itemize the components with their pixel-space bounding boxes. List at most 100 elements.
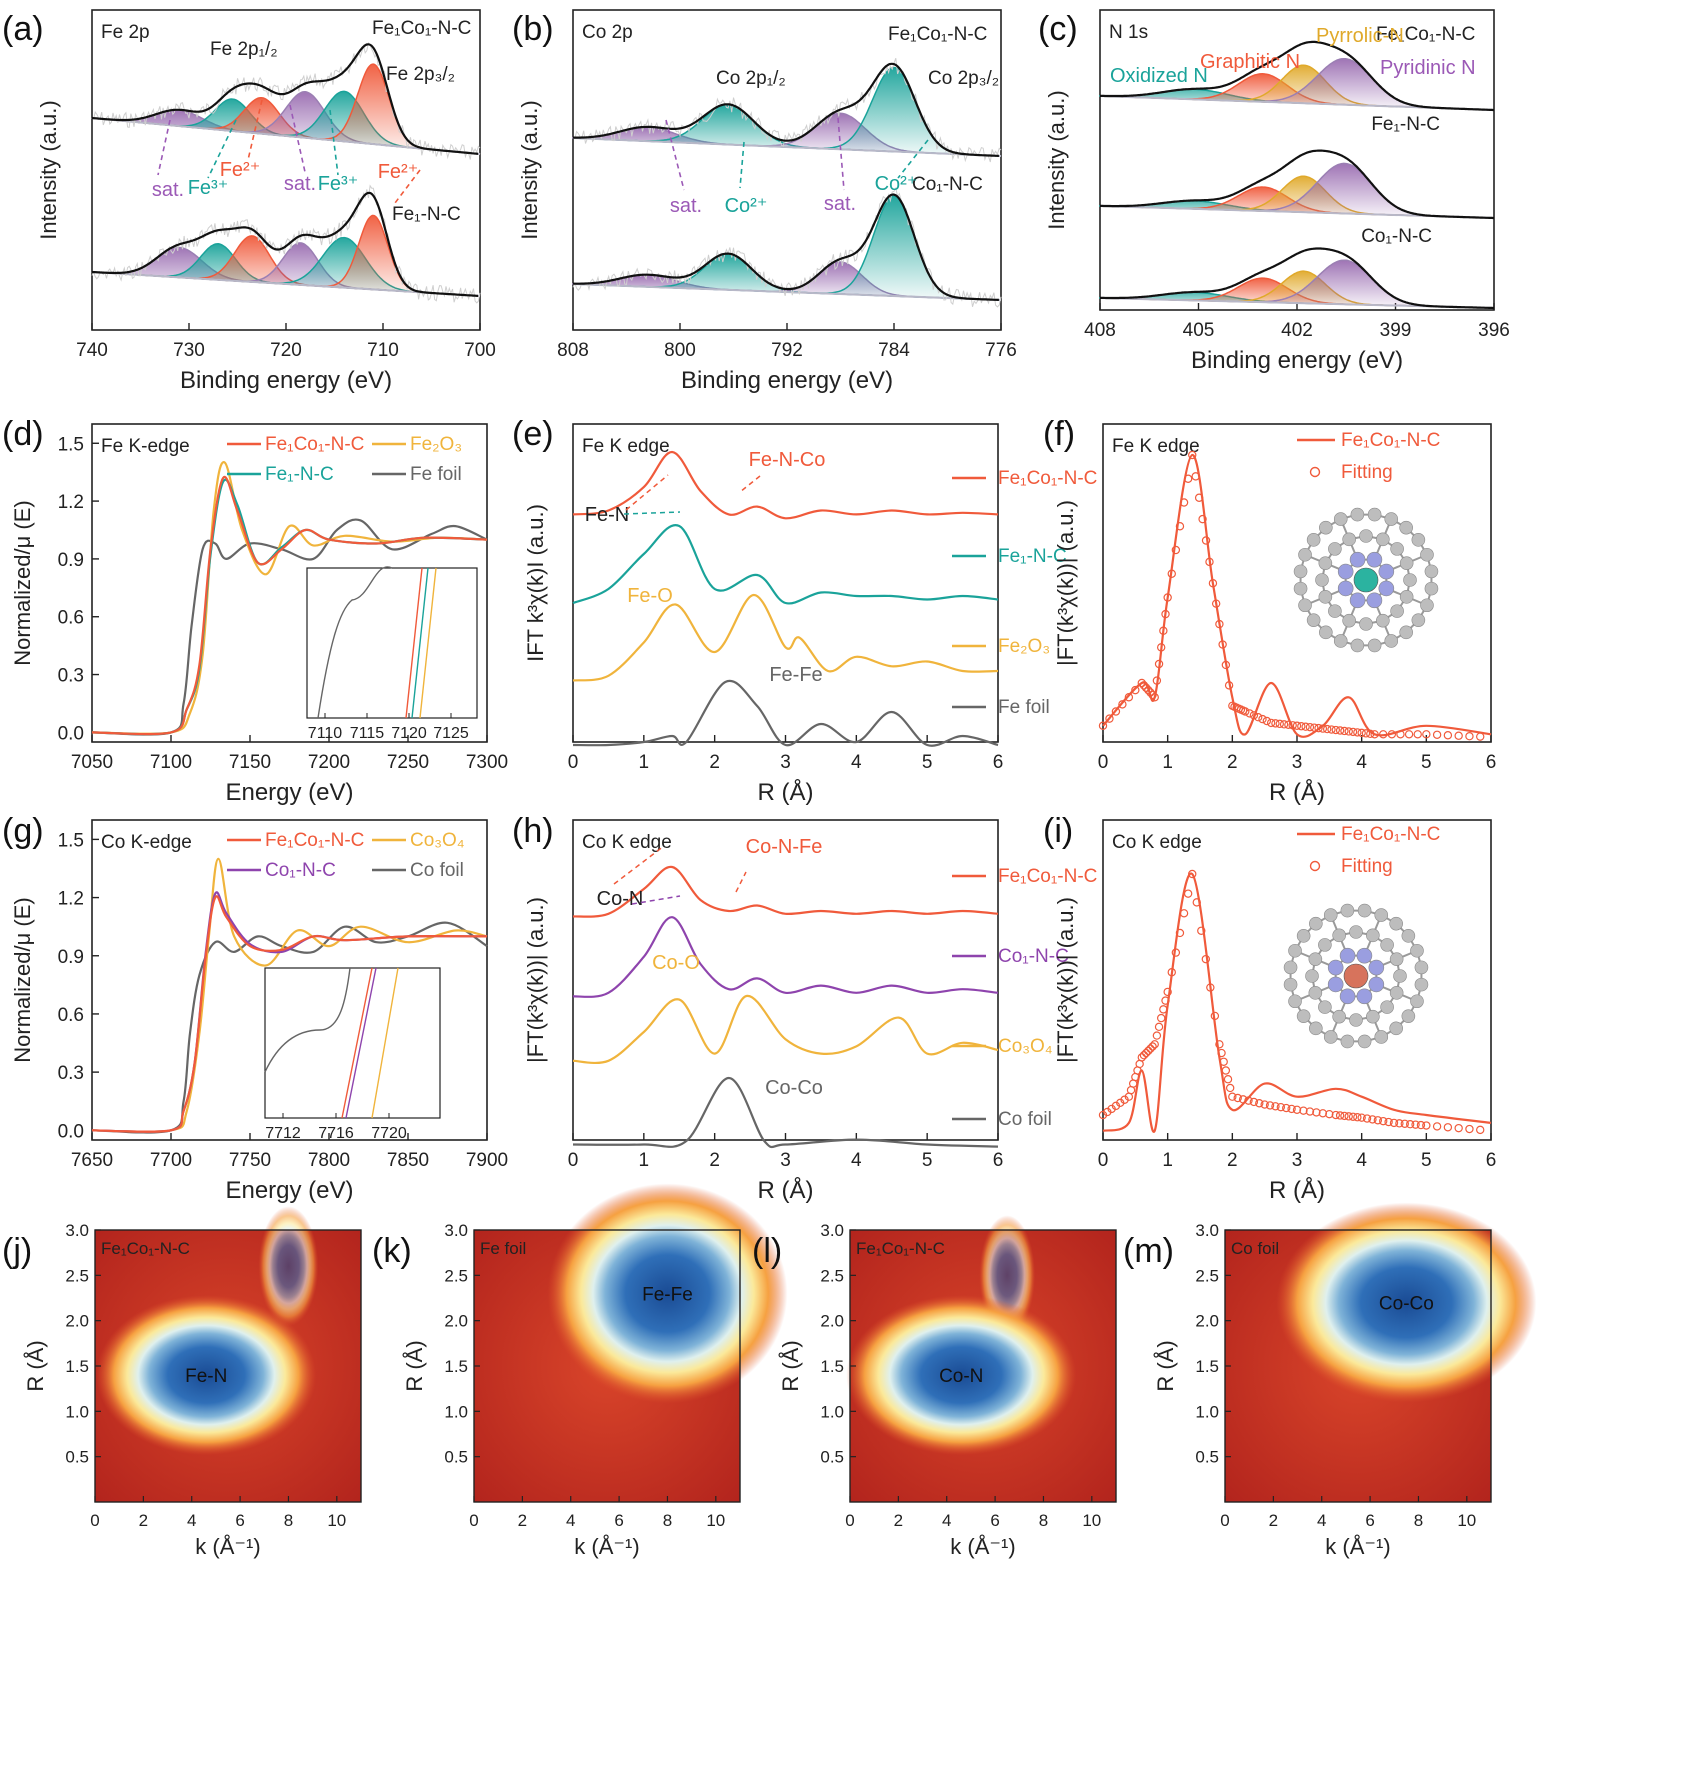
carbon-atom [1293,564,1308,579]
y-tick-label: 0.0 [58,723,84,744]
inset-line [405,567,423,719]
fit-marker [1163,593,1172,602]
peak-annotation: Fe³⁺ [318,173,359,195]
curve-label: Co₁-N-C [1361,226,1432,247]
inset-tick-label: 7125 [433,725,469,742]
x-axis-label: k (Å⁻¹) [950,1534,1015,1559]
x-tick-label: 6 [993,752,1004,773]
nitrogen-atom [1339,988,1356,1005]
panel-letter: (f) [1043,415,1075,453]
fit-marker [1416,1120,1426,1130]
carbon-atom [1399,590,1414,604]
legend-item: Co₁-N-C [227,860,336,881]
legend-label: Fitting [1341,462,1393,483]
fit-marker [1292,1105,1302,1115]
x-tick-label: 0 [469,1511,478,1530]
y-tick-label: 2.0 [820,1312,844,1331]
x-tick-label: 6 [1486,752,1497,773]
fit-marker [1275,719,1284,729]
carbon-atom [1318,556,1333,570]
x-tick-label: 776 [985,340,1017,361]
plot-frame [1102,819,1492,1141]
fit-marker [1255,1099,1264,1108]
y-tick-label: 0.9 [58,947,84,968]
series-label: Fe₁-N-C [952,546,1067,567]
fit-marker [1191,472,1200,481]
panel-k: (k) Fe foil Fe-Fe 0 2 4 6 8 10 0.5 1.0 1.5 2.0 2.5 3.0… [372,1183,788,1559]
series-line [1102,872,1492,1133]
metal-atom [1343,963,1369,989]
fit-marker [1318,1109,1328,1118]
x-axis-label: k (Å⁻¹) [1325,1534,1390,1559]
fit-marker [1271,719,1280,728]
panel-letter: (a) [2,10,44,48]
series-line [572,450,999,520]
corner-label: N 1s [1109,22,1148,43]
x-tick-label: 8 [1039,1511,1048,1530]
peak-annotation: sat. [824,193,856,215]
carbon-atom [1376,532,1390,547]
x-tick-label: 7200 [308,752,350,773]
y-tick-label: 1.5 [820,1357,844,1376]
fit-marker [1156,643,1166,652]
fit-marker [1154,659,1164,669]
fit-marker [1288,721,1297,730]
carbon-atom [1296,1009,1311,1023]
legend-item: Fe₁Co₁-N-C [1297,824,1440,845]
peak-annotation: sat. [670,195,702,217]
y-axis-label: IFT k³χ(k)I (a.u.) [523,504,548,662]
fit-marker [1276,1102,1286,1112]
fit-marker [1340,1111,1349,1121]
panel-letter: (e) [512,415,554,453]
fit-marker [1422,1121,1431,1130]
fit-marker [1152,1031,1162,1040]
fit-marker [1161,609,1170,619]
fit-marker [1292,721,1302,730]
fit-marker [1225,1083,1235,1093]
corner-label: Co K-edge [101,832,192,853]
y-tick-label: 1.0 [65,1402,89,1421]
x-tick-label: 408 [1084,320,1116,341]
leader-line [631,895,681,905]
dashed-arrow [739,141,745,189]
xps-envelope [1099,247,1495,310]
fit-marker [1163,987,1172,997]
x-tick-label: 7150 [229,752,271,773]
carbon-atom [1308,986,1323,1000]
y-axis-label: Intensity (a.u.) [36,100,61,239]
fit-marker [1141,683,1151,692]
panel-l: (l) Fe₁Co₁-N-C Co-N 0 2 4 6 8 10 0.5 1.0 1.5 2.0 2.5 3… [752,1215,1117,1559]
carbon-atom [1333,512,1348,526]
legend-item: Fe₁Co₁-N-C [1297,430,1440,451]
curve-label: Fe₁Co₁-N-C [372,18,471,39]
peak-annotation: Fe-Fe [769,664,822,686]
fit-marker [1262,716,1272,726]
peak-annotation: Co-O [652,952,700,974]
x-axis-label: R (Å) [1269,778,1325,806]
fit-marker [1305,722,1315,732]
legend-item: Fe₁-N-C [227,464,334,485]
x-tick-label: 800 [664,340,696,361]
panel-letter: (l) [752,1232,782,1270]
x-tick-label: 8 [284,1511,293,1530]
corner-label: Fe₁Co₁-N-C [101,1239,190,1258]
peak-annotation: Co-Co [765,1077,823,1099]
panel-a: (a) Fe 2p 740 730 720 710 700 Binding energy (e… [2,9,496,394]
legend-label: Fe₁Co₁-N-C [1341,824,1440,845]
y-tick-label: 2.5 [444,1266,468,1285]
carbon-atom [1410,994,1424,1009]
nitrogen-atom [1339,947,1356,964]
fit-marker [1124,693,1134,702]
carbon-atom [1367,638,1382,653]
carbon-atom [1414,977,1429,992]
fit-marker [1443,1123,1453,1132]
series-label-text: Fe foil [998,697,1050,718]
y-axis-label: R (Å) [402,1340,427,1391]
metal-atom [1353,567,1379,593]
y-tick-label: 0.9 [58,550,84,571]
series-label-text: Co foil [998,1109,1052,1130]
x-tick-label: 0 [568,752,579,773]
xps-envelope [91,43,479,155]
x-axis-label: Energy (eV) [225,779,353,806]
